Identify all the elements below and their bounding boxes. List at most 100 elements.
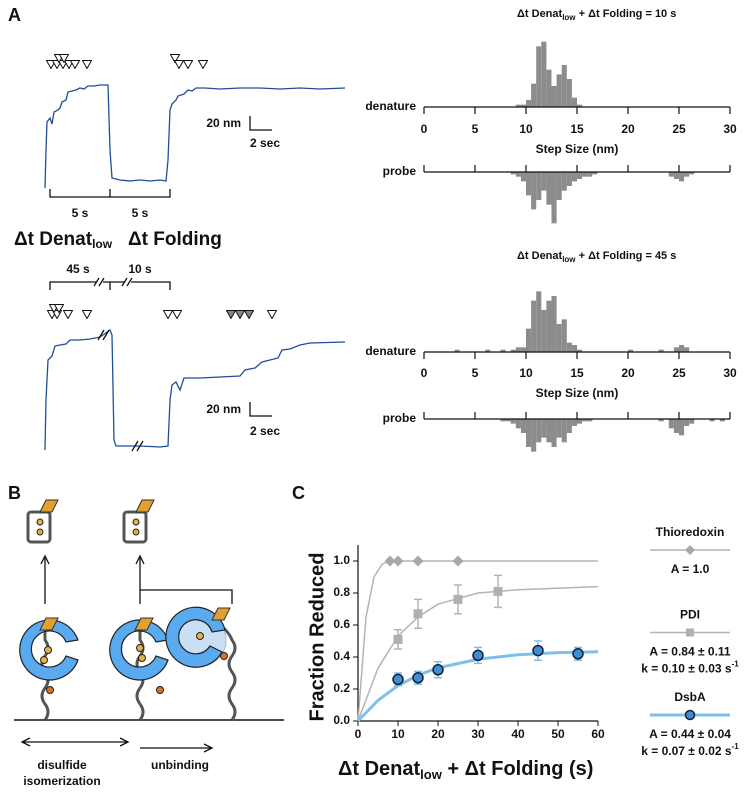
histogram-bar [658, 349, 664, 352]
step-marker [226, 310, 236, 319]
x-axis-label: Step Size (nm) [536, 386, 619, 400]
tether [39, 617, 59, 631]
histogram-bar [515, 347, 521, 352]
panel-label: A [8, 5, 21, 25]
x-tick-label: 40 [511, 727, 525, 741]
y-tick-label: 0.0 [333, 713, 350, 727]
param-text: A = 0.84 ± 0.11 [649, 645, 731, 659]
histogram-bar [587, 419, 593, 422]
data-point [413, 609, 423, 619]
data-point [572, 648, 584, 660]
histogram-bar [673, 419, 679, 433]
histogram-bar [551, 296, 557, 352]
histogram-bar [556, 172, 562, 200]
data-point [532, 644, 544, 657]
scale-label: 20 nm [206, 116, 241, 130]
scale-bar [249, 116, 272, 131]
mechanism-diagram: disulfide isomerization unbinding [14, 499, 284, 788]
histogram-bar [577, 172, 583, 179]
legend-param: A = 0.44 ± 0.04 [649, 727, 731, 741]
cysteine [44, 646, 52, 654]
step-marker [198, 60, 208, 69]
tether [39, 499, 59, 513]
param-text: k = 0.07 ± 0.02 s [641, 744, 732, 758]
tether [135, 499, 155, 513]
param-superscript: -1 [732, 742, 740, 751]
histogram-bar [526, 100, 532, 107]
step-marker [235, 310, 245, 319]
histogram-bar [505, 419, 511, 422]
histogram-bar [546, 172, 552, 205]
histogram-bar [531, 172, 537, 210]
histogram-bar [541, 310, 547, 352]
scale-label: 20 nm [206, 402, 241, 416]
label-part: Δt Denat [517, 250, 563, 262]
histogram-bar [571, 97, 577, 107]
cysteine [156, 686, 164, 694]
histogram-bar [673, 172, 679, 179]
histogram-bar [520, 347, 526, 352]
label-part: + Δt Folding (s) [442, 758, 594, 780]
force-trace [44, 328, 346, 451]
cysteine [138, 654, 146, 662]
x-tick-label: 5 [472, 122, 479, 136]
histogram-bar [673, 347, 679, 352]
histogram-bar [719, 419, 725, 422]
x-tick-label: 0 [421, 122, 428, 136]
tether [134, 617, 154, 631]
time-bracket [49, 189, 171, 198]
step-marker [267, 310, 277, 319]
x-tick-label: 25 [672, 366, 686, 380]
data-point [472, 649, 484, 662]
legend-label: DsbA [674, 690, 706, 704]
enzyme [165, 606, 226, 668]
histogram-bar [556, 324, 562, 352]
histogram-bar [556, 419, 562, 438]
cysteine [196, 632, 204, 640]
label-part: + Δt Folding = 45 s [576, 250, 677, 262]
x-tick-label: 50 [551, 727, 565, 741]
histogram-bar [541, 41, 547, 107]
histogram-bar [551, 419, 557, 447]
label: Δt Denatlow + Δt Folding = 45 s [517, 250, 676, 264]
step-marker [183, 60, 193, 69]
histogram-bar [577, 419, 583, 424]
step-marker [172, 310, 182, 319]
histogram-bar [515, 419, 521, 429]
enzyme [109, 619, 169, 681]
histogram-bar [561, 172, 567, 191]
histogram-bar [571, 172, 577, 182]
data-point [453, 594, 463, 604]
bracket-label: 5 s [72, 206, 89, 220]
label-part: Δt Denat [517, 8, 563, 20]
histogram-bar [541, 172, 547, 191]
y-tick-label: 0.6 [333, 617, 350, 631]
histogram-bar [556, 74, 562, 107]
substrate-unfolded [122, 510, 148, 544]
histogram-bar [668, 419, 674, 429]
bottom-trace-group: 45 s 10 s 20 nm 2 sec [44, 262, 346, 452]
row-label: probe [383, 164, 417, 178]
histogram-bar [571, 419, 577, 426]
scale-label: 2 sec [250, 424, 280, 438]
x-tick-label: 20 [431, 727, 445, 741]
label-part: Δt Denat [338, 758, 420, 780]
histogram-bar [454, 349, 460, 352]
tether [211, 607, 231, 621]
step-marker [174, 60, 184, 69]
histogram-bar [531, 419, 537, 452]
time-bracket [49, 281, 171, 290]
histogram-bar [561, 319, 567, 352]
cysteine [36, 518, 44, 526]
panel-label: C [292, 483, 305, 503]
arrow [40, 554, 233, 604]
enzyme [19, 619, 79, 681]
legend-param: A = 0.84 ± 0.11 [649, 645, 731, 659]
histogram-bar [679, 172, 685, 182]
legend-marker [685, 545, 695, 555]
x-tick-label: 10 [391, 727, 405, 741]
histogram-bar [577, 349, 583, 352]
histogram-bar [592, 172, 598, 175]
histogram-bar [520, 419, 526, 433]
